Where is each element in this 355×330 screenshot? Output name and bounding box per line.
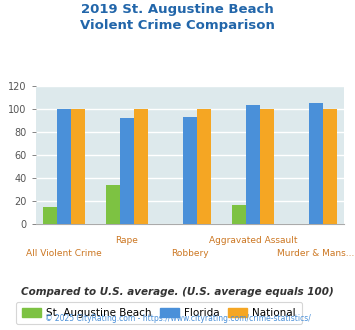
Text: 2019 St. Augustine Beach
Violent Crime Comparison: 2019 St. Augustine Beach Violent Crime C… xyxy=(80,3,275,32)
Text: © 2025 CityRating.com - https://www.cityrating.com/crime-statistics/: © 2025 CityRating.com - https://www.city… xyxy=(45,314,310,323)
Text: Compared to U.S. average. (U.S. average equals 100): Compared to U.S. average. (U.S. average … xyxy=(21,287,334,297)
Bar xyxy=(197,109,211,224)
Text: Robbery: Robbery xyxy=(171,249,209,258)
Bar xyxy=(71,109,84,224)
Text: All Violent Crime: All Violent Crime xyxy=(26,249,102,258)
Bar xyxy=(183,117,197,224)
Bar xyxy=(43,207,57,224)
Bar xyxy=(323,109,337,224)
Bar xyxy=(246,106,260,224)
Bar xyxy=(120,118,134,224)
Bar xyxy=(309,103,323,224)
Text: Rape: Rape xyxy=(115,236,138,245)
Bar xyxy=(57,109,71,224)
Text: Murder & Mans...: Murder & Mans... xyxy=(277,249,355,258)
Bar xyxy=(134,109,148,224)
Bar xyxy=(232,205,246,224)
Bar xyxy=(260,109,274,224)
Bar xyxy=(106,185,120,224)
Legend: St. Augustine Beach, Florida, National: St. Augustine Beach, Florida, National xyxy=(16,302,302,324)
Text: Aggravated Assault: Aggravated Assault xyxy=(209,236,297,245)
